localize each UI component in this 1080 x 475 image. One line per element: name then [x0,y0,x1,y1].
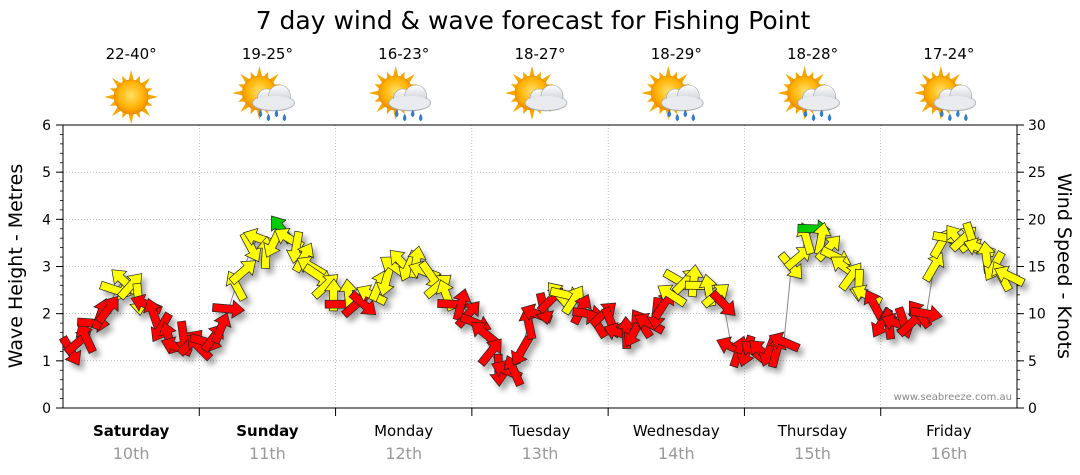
y-left-tick-label: 1 [42,354,51,370]
chart-title: 7 day wind & wave forecast for Fishing P… [256,6,811,35]
wind-arrow [211,299,246,319]
watermark: www.seabreeze.com.au [894,392,1012,403]
wind-arrow [768,331,801,353]
temperature-range: 19-25° [242,45,293,63]
wind-arrow [896,311,924,338]
temperature-range: 16-23° [378,45,429,63]
sun-cloud-rain-icon [368,66,432,122]
date-label: 15th [794,444,831,463]
wind-arrow [348,290,377,316]
date-label: 16th [930,444,967,463]
wind-arrow [228,260,257,286]
wind-arrow [452,288,472,322]
wind-arrow [657,284,688,308]
day-label: Saturday [93,422,170,440]
y-left-tick-label: 5 [42,165,51,181]
sunny-icon [104,70,159,124]
y-left-tick-label: 4 [42,212,51,228]
wind-arrow [634,312,666,335]
temperature-range: 17-24° [923,45,974,63]
y-axis-right-label: Wind Speed - Knots [1053,173,1075,359]
wind-arrow [783,246,812,271]
sun-cloud-rain-icon [641,66,704,122]
date-label: 13th [522,444,559,463]
wind-arrow [75,322,97,354]
day-label: Friday [926,422,972,440]
wind-arrow [922,252,945,283]
y-right-tick-label: 30 [1028,118,1046,134]
y-right-tick-label: 20 [1028,212,1046,228]
y-right-tick-label: 10 [1028,307,1046,323]
day-label: Tuesday [508,422,570,440]
day-label: Sunday [236,422,299,440]
y-left-tick-label: 3 [42,260,51,276]
date-label: 14th [658,444,695,463]
y-axis-left-label: Wave Height - Metres [5,164,27,368]
temperature-range: 18-29° [651,45,702,63]
wind-arrow [994,265,1026,287]
wind-arrow [909,304,943,324]
y-left-tick-label: 0 [42,401,51,417]
day-label: Thursday [777,422,848,440]
wind-arrow [302,263,333,286]
day-label: Monday [374,422,433,440]
day-label: Wednesday [633,422,720,440]
wind-arrow [477,338,502,367]
wind-arrow [651,290,674,321]
wind-arrow [503,355,525,388]
wind-arrow [709,289,736,316]
y-left-tick-label: 2 [42,307,51,323]
temperature-range: 18-28° [787,45,838,63]
sun-cloud-rain-icon [913,66,977,122]
y-right-tick-label: 25 [1028,165,1046,181]
date-label: 10th [113,444,150,463]
sun-cloud-rain-icon [232,66,295,122]
temperature-range: 22-40° [106,45,157,63]
sun-cloud-icon [505,66,568,120]
sun-cloud-rain-icon [777,66,840,122]
date-label: 12th [385,444,422,463]
wind-arrow [210,312,232,345]
date-label: 11th [249,444,286,463]
y-left-tick-label: 6 [42,118,51,134]
y-right-tick-label: 0 [1028,401,1037,417]
y-right-tick-label: 5 [1028,354,1037,370]
wind-arrow [418,260,442,290]
wind-arrow [95,295,119,325]
y-right-tick-label: 15 [1028,260,1046,276]
temperature-range: 18-27° [514,45,565,63]
